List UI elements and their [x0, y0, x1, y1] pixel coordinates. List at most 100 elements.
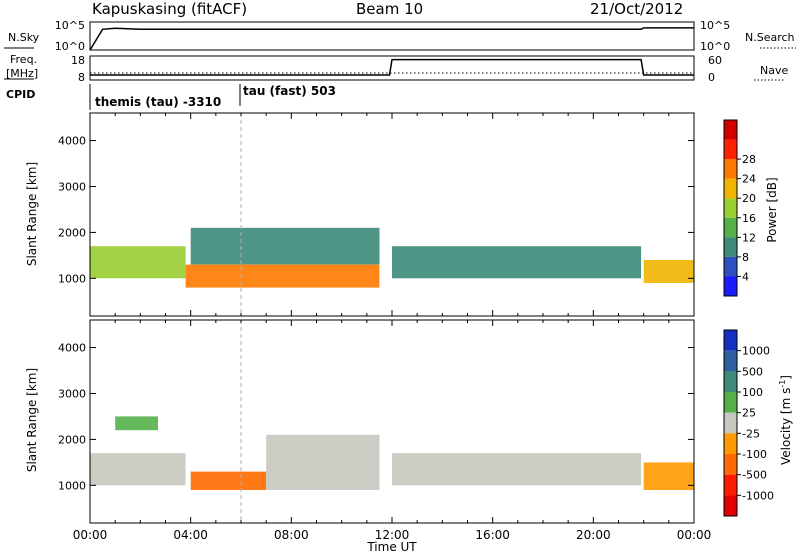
velocity-colorbar: 1000 500 100 25 -25 -100 -500 -1000 Velocity [m…: [723, 329, 793, 517]
power-colorbar-cell: [724, 217, 737, 238]
velocity-colorbar-cell: [724, 412, 737, 434]
velocity-colorbar-tick: -1000: [742, 489, 774, 502]
velocity-colorbar-cell: [724, 371, 737, 392]
noise-right-tick-low: 10^0: [700, 40, 730, 53]
range-tick-label: 2000: [58, 433, 86, 446]
velocity-colorbar-tick: -500: [742, 469, 767, 482]
freq-right-tick-low: 0: [708, 71, 715, 84]
freq-left-tick-high: 18: [71, 54, 85, 67]
noise-sky-trace: [89, 27, 694, 51]
power-band-5: [643, 260, 694, 283]
power-colorbar-tick: 20: [742, 192, 756, 205]
range-tick-label: 1000: [58, 479, 86, 492]
power-colorbar-tick: 28: [742, 153, 756, 166]
range-tick-label: 3000: [58, 387, 86, 400]
power-band-1: [90, 246, 186, 279]
velocity-colorbar-cell: [724, 350, 737, 372]
velocity-colorbar-cell: [724, 474, 737, 496]
freq-left-tick-low: 8: [78, 71, 85, 84]
power-colorbar-cell: [724, 178, 737, 199]
velocity-range-axis-label: Slant Range [km]: [25, 368, 39, 472]
noise-right-tick-high: 10^5: [700, 19, 730, 32]
power-panel: Slant Range [km] 1000 2000 3000 4000: [25, 112, 695, 317]
power-range-axis-label: Slant Range [km]: [25, 162, 39, 266]
time-axis-title: Time UT: [366, 540, 417, 554]
power-band-2: [185, 264, 380, 288]
velocity-band-2: [190, 471, 267, 490]
velocity-band-3: [266, 434, 380, 490]
power-colorbar-cell: [724, 276, 737, 296]
time-axis-labels: 00:00 04:00 08:00 12:00 16:00 20:00 00:00: [73, 528, 712, 542]
power-colorbar-cell: [724, 237, 737, 257]
time-tick-label: 00:00: [677, 528, 712, 542]
time-tick-label: 20:00: [576, 528, 611, 542]
velocity-panel: Slant Range [km] 1000 2000 3000 4000: [25, 319, 695, 524]
freq-right-tick-high: 60: [708, 54, 722, 67]
time-tick-label: 12:00: [375, 528, 410, 542]
velocity-colorbar-tick: -25: [742, 427, 760, 440]
time-tick-label: 00:00: [73, 528, 108, 542]
velocity-band-4: [392, 453, 642, 486]
freq-unit-label: [MHz]: [6, 67, 38, 80]
velocity-range-ticks: 1000 2000 3000 4000: [58, 342, 694, 492]
power-band-4: [392, 246, 642, 279]
power-band-3: [190, 227, 380, 265]
power-colorbar-tick: 4: [742, 270, 749, 283]
noise-left-tick-low: 10^0: [55, 40, 85, 53]
velocity-colorbar-tick: 500: [742, 365, 763, 378]
frequency-panel: Freq. [MHz] 18 8 60 0 Nave: [4, 53, 788, 84]
velocity-colorbar-cell: [724, 392, 737, 413]
velocity-colorbar-tick: 25: [742, 407, 756, 420]
station-title: Kapuskasing (fitACF): [92, 0, 247, 18]
noise-sky-label: N.Sky: [8, 31, 40, 44]
beam-title: Beam 10: [356, 0, 423, 18]
cpid-label: CPID: [6, 88, 35, 101]
time-tick-label: 08:00: [274, 528, 309, 542]
power-colorbar-cell: [724, 256, 737, 277]
cpid-row: CPID themis (tau) -3310 tau (fast) 503: [6, 84, 336, 110]
power-scatter-data: [90, 113, 694, 316]
power-colorbar: 4 8 12 16 20 24 28 Power [dB]: [723, 119, 779, 297]
range-tick-label: 1000: [58, 272, 86, 285]
velocity-band-1: [90, 453, 186, 486]
power-colorbar-cell: [724, 198, 737, 218]
velocity-band-6: [643, 462, 694, 490]
nave-label: Nave: [760, 64, 788, 77]
power-colorbar-cell: [724, 139, 737, 160]
velocity-colorbar-cell: [724, 495, 737, 516]
frequency-trace: [90, 58, 694, 76]
power-colorbar-cell: [724, 120, 737, 140]
power-colorbar-tick: 16: [742, 212, 756, 225]
velocity-band-5: [115, 416, 158, 431]
power-time-ticks: [89, 113, 695, 316]
velocity-plot-frame: [89, 319, 695, 524]
noise-left-tick-high: 10^5: [55, 19, 85, 32]
cpid-program-2: tau (fast) 503: [243, 84, 336, 98]
noise-search-label: N.Search: [745, 31, 795, 44]
power-colorbar-tick: 24: [742, 173, 756, 186]
velocity-colorbar-label: Velocity [m s-1]: [778, 375, 793, 465]
velocity-colorbar-tick: -100: [742, 448, 767, 461]
power-plot-frame: [89, 112, 695, 317]
velocity-colorbar-tick: 1000: [742, 345, 770, 358]
range-tick-label: 4000: [58, 342, 86, 355]
power-colorbar-label: Power [dB]: [765, 177, 779, 242]
time-tick-label: 04:00: [173, 528, 208, 542]
velocity-colorbar-tick: 100: [742, 386, 763, 399]
date-title: 21/Oct/2012: [590, 0, 683, 18]
range-tick-label: 3000: [58, 180, 86, 193]
velocity-time-ticks: [89, 320, 695, 523]
velocity-colorbar-cell: [724, 330, 737, 351]
power-colorbar-tick: 8: [742, 251, 749, 264]
power-range-ticks: 1000 2000 3000 4000: [58, 135, 694, 285]
noise-panel: N.Sky 10^5 10^0 10^5 10^0 N.Search: [4, 19, 796, 53]
power-colorbar-tick: 12: [742, 231, 756, 244]
velocity-colorbar-cell: [724, 454, 737, 475]
time-tick-label: 16:00: [475, 528, 510, 542]
cpid-program-1: themis (tau) -3310: [95, 95, 221, 109]
range-tick-label: 2000: [58, 226, 86, 239]
range-tick-label: 4000: [58, 135, 86, 148]
velocity-scatter-data: [90, 320, 694, 523]
velocity-colorbar-cell: [724, 433, 737, 454]
